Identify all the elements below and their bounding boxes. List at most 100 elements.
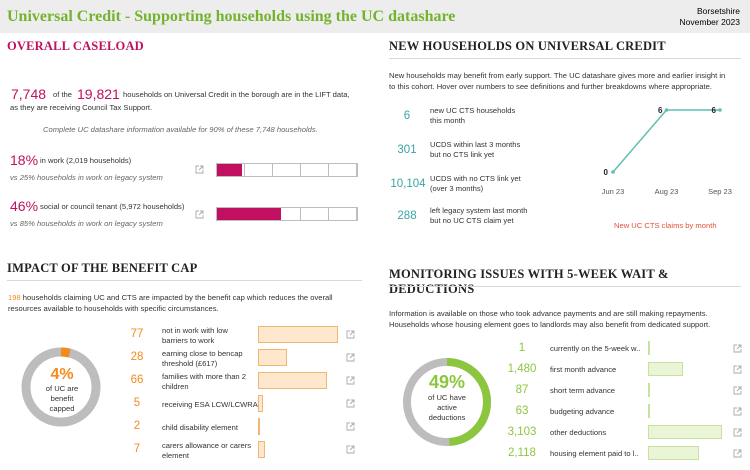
section-divider — [389, 286, 741, 287]
tenant-bar-fill — [217, 208, 282, 220]
caseload-note: Complete UC datashare information availa… — [43, 125, 318, 134]
external-link-icon[interactable] — [733, 344, 742, 353]
x-tick-label: Jun 23 — [602, 187, 625, 196]
external-link-icon[interactable] — [733, 386, 742, 395]
benefit-cap-label: child disability element — [162, 423, 238, 432]
deduction-bar[interactable] — [648, 425, 722, 439]
tenant-text: social or council tenant (5,972 househol… — [40, 202, 185, 211]
external-link-icon[interactable] — [346, 376, 355, 385]
deduction-label: housing element paid to l.. — [550, 449, 639, 458]
ucds-over-3m-label: UCDS with no CTS link yet (over 3 months) — [430, 174, 521, 193]
claims-data-label: 6 — [712, 106, 717, 115]
x-tick-label: Sep 23 — [708, 187, 732, 196]
benefit-cap-donut — [21, 347, 101, 427]
tenant-compare: vs 85% households in work on legacy syst… — [10, 219, 163, 228]
caseload-desc-2: as they are receiving Council Tax Suppor… — [10, 103, 153, 112]
benefit-cap-bar[interactable] — [258, 395, 264, 412]
benefit-cap-title: IMPACT OF THE BENEFIT CAP — [7, 261, 198, 275]
external-link-icon[interactable] — [195, 210, 204, 219]
benefit-cap-bar[interactable] — [258, 441, 266, 458]
claims-data-label: 6 — [658, 106, 663, 115]
deduction-bar[interactable] — [648, 341, 650, 355]
in-work-compare: vs 25% households in work on legacy syst… — [10, 173, 163, 182]
claims-data-point[interactable] — [664, 108, 669, 112]
ucds-3m-value[interactable]: 301 — [397, 144, 417, 156]
of-the-text: of the — [53, 90, 72, 99]
benefit-cap-pct: 4% — [50, 366, 74, 383]
tenant-bar — [216, 207, 358, 221]
in-work-pct[interactable]: 18% — [10, 152, 39, 168]
deduction-value[interactable]: 3,103 — [507, 426, 537, 438]
benefit-cap-label: earning close to bencap threshold (£617) — [162, 349, 243, 368]
lift-count[interactable]: 7,748 — [11, 86, 47, 102]
new-uc-label: new UC CTS households this month — [430, 106, 516, 125]
claims-data-point[interactable] — [611, 170, 615, 174]
page-title: Universal Credit - Supporting households… — [7, 8, 456, 25]
deduction-bar[interactable] — [648, 362, 684, 376]
monitoring-title: MONITORING ISSUES WITH 5-WEEK WAIT & DED… — [389, 267, 669, 296]
external-link-icon[interactable] — [733, 449, 742, 458]
benefit-cap-value[interactable]: 2 — [133, 420, 141, 432]
deduction-bar[interactable] — [648, 383, 651, 397]
external-link-icon[interactable] — [733, 365, 742, 374]
benefit-cap-label: not in work with low barriers to work — [162, 326, 228, 345]
new-claims-line-chart: 0 Jun 23 6 Aug 23 6 Sep 23 — [602, 106, 732, 196]
total-count[interactable]: 19,821 — [77, 86, 120, 102]
benefit-cap-bar[interactable] — [258, 418, 261, 435]
benefit-cap-label: carers allowance or carers element — [162, 441, 252, 460]
legacy-label: left legacy system last month but no UC C… — [430, 206, 528, 225]
x-tick-label: Aug 23 — [655, 187, 679, 196]
deduction-value[interactable]: 1,480 — [507, 363, 537, 375]
deduction-value[interactable]: 87 — [515, 384, 529, 396]
deductions-donut-label: 49% of UC have active deductions — [417, 372, 477, 423]
legacy-value[interactable]: 288 — [397, 210, 417, 222]
benefit-cap-label: receiving ESA LCW/LCWRA — [162, 400, 258, 409]
deduction-value[interactable]: 63 — [515, 405, 529, 417]
deductions-pct: 49% — [428, 372, 466, 392]
benefit-cap-bar[interactable] — [258, 372, 327, 389]
monitoring-intro-1: Information is available on those who to… — [389, 309, 708, 318]
deduction-label: first month advance — [550, 365, 617, 374]
new-uc-value[interactable]: 6 — [403, 110, 411, 122]
deduction-bar[interactable] — [648, 446, 699, 460]
external-link-icon[interactable] — [733, 407, 742, 416]
benefit-cap-count[interactable]: 198 — [8, 293, 21, 302]
claims-data-point[interactable] — [718, 108, 722, 112]
new-households-intro-2: to this cohort. Hover over numbers to se… — [389, 82, 712, 91]
claims-series-line — [612, 109, 720, 173]
external-link-icon[interactable] — [346, 399, 355, 408]
benefit-cap-value[interactable]: 5 — [133, 397, 141, 409]
ucds-over-3m-value[interactable]: 10,104 — [390, 178, 426, 190]
external-link-icon[interactable] — [346, 330, 355, 339]
new-households-intro-1: New households may benefit from early su… — [389, 71, 726, 80]
benefit-cap-bar[interactable] — [258, 326, 338, 343]
benefit-cap-value[interactable]: 77 — [130, 328, 144, 340]
benefit-cap-intro: 198 households claiming UC and CTS are i… — [8, 293, 333, 302]
deduction-bar[interactable] — [648, 404, 650, 418]
external-link-icon[interactable] — [733, 428, 742, 437]
benefit-cap-value[interactable]: 7 — [133, 443, 141, 455]
tenant-pct[interactable]: 46% — [10, 198, 39, 214]
deduction-label: short term advance — [550, 386, 615, 395]
chart-caption: New UC CTS claims by month — [614, 221, 717, 230]
deduction-label: currently on the 5-week w.. — [550, 344, 641, 353]
deductions-donut — [403, 358, 491, 446]
benefit-cap-value[interactable]: 28 — [130, 351, 144, 363]
in-work-bar — [216, 163, 358, 177]
ucds-3m-label: UCDS within last 3 months but no CTS link… — [430, 140, 521, 159]
deduction-value[interactable]: 2,118 — [508, 447, 536, 459]
benefit-cap-label: families with more than 2 children — [162, 372, 246, 391]
benefit-cap-value[interactable]: 66 — [130, 374, 144, 386]
external-link-icon[interactable] — [346, 353, 355, 362]
benefit-cap-bar[interactable] — [258, 349, 288, 366]
area-name: Borsetshire — [697, 6, 740, 16]
claims-data-label: 0 — [604, 168, 609, 177]
external-link-icon[interactable] — [346, 422, 355, 431]
in-work-bar-fill — [217, 164, 243, 176]
page-header: Universal Credit - Supporting households… — [0, 0, 750, 33]
deduction-value[interactable]: 1 — [518, 342, 526, 354]
external-link-icon[interactable] — [346, 445, 355, 454]
new-households-title: NEW HOUSEHOLDS ON UNIVERSAL CREDIT — [389, 39, 666, 53]
external-link-icon[interactable] — [195, 165, 204, 174]
benefit-cap-intro-2: resources available to households with s… — [8, 304, 219, 313]
